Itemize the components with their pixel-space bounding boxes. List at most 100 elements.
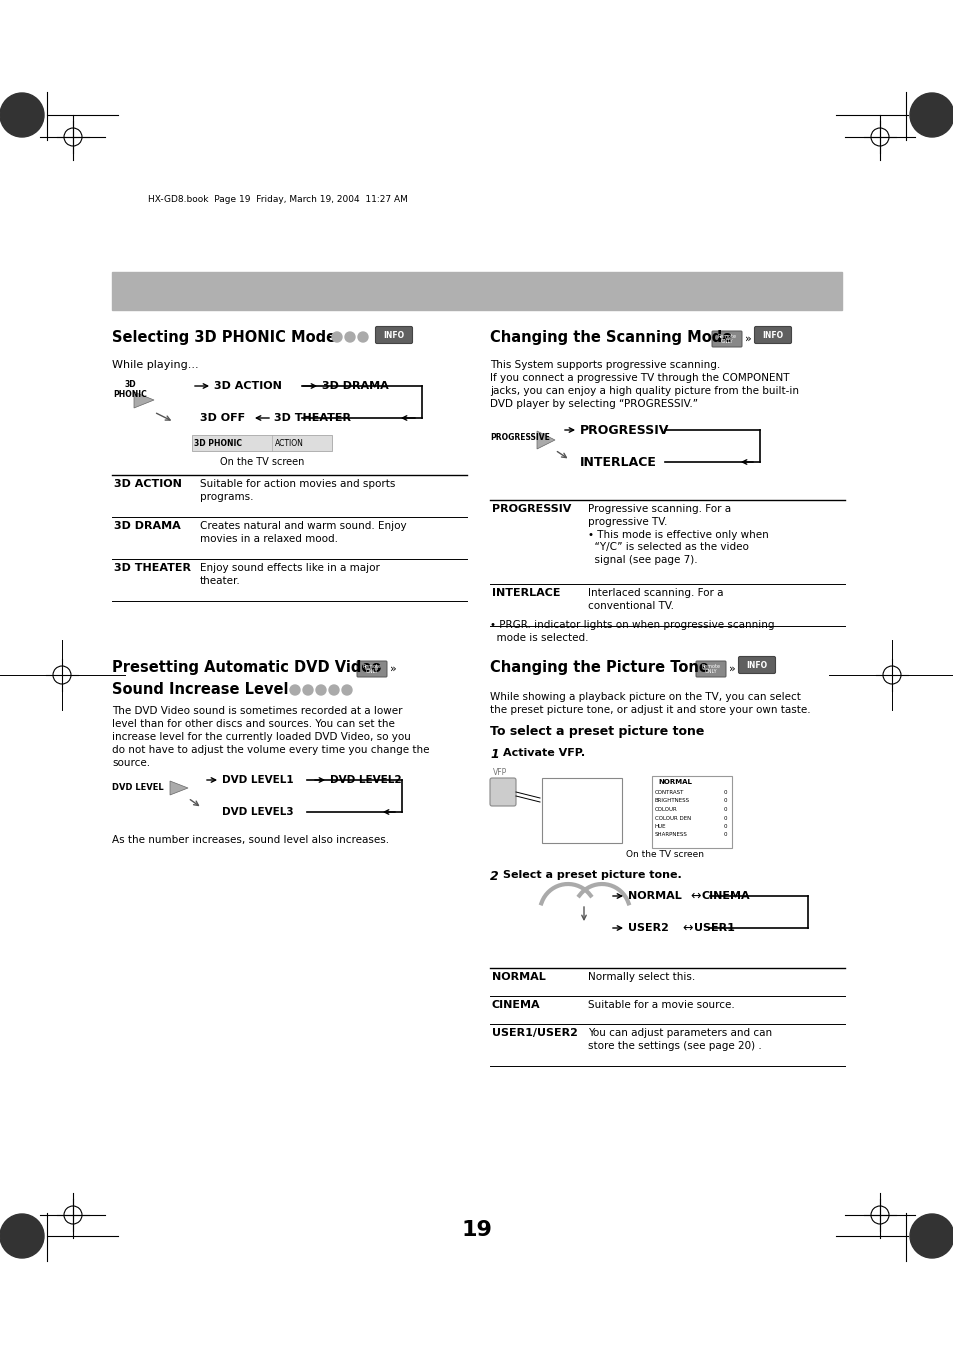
Text: INFO: INFO [761, 331, 782, 339]
Text: 0: 0 [722, 790, 726, 794]
FancyBboxPatch shape [490, 778, 516, 807]
Text: 0: 0 [722, 824, 726, 830]
Text: 2: 2 [490, 870, 498, 884]
Text: Creates natural and warm sound. Enjoy
movies in a relaxed mood.: Creates natural and warm sound. Enjoy mo… [200, 521, 406, 544]
Text: Remote
ONLY: Remote ONLY [362, 663, 381, 674]
Text: Interlaced scanning. For a
conventional TV.: Interlaced scanning. For a conventional … [587, 588, 722, 611]
Text: Suitable for action movies and sports
programs.: Suitable for action movies and sports pr… [200, 480, 395, 501]
Text: PROGRESSIV: PROGRESSIV [579, 423, 669, 436]
Circle shape [329, 685, 338, 694]
Text: »: » [728, 663, 735, 674]
Text: INFO: INFO [745, 661, 767, 670]
Text: Presetting Automatic DVD Video: Presetting Automatic DVD Video [112, 661, 381, 676]
Circle shape [341, 685, 352, 694]
Text: DVD LEVEL1: DVD LEVEL1 [222, 775, 294, 785]
Text: DVD LEVEL: DVD LEVEL [112, 784, 164, 793]
Bar [112, 272, 841, 309]
Bar [651, 775, 731, 848]
Text: COLOUR DEN: COLOUR DEN [655, 816, 691, 820]
Text: On the TV screen: On the TV screen [219, 457, 304, 467]
Text: Changing the Scanning Mode: Changing the Scanning Mode [490, 330, 732, 345]
FancyBboxPatch shape [375, 327, 412, 343]
Text: Remote
ONLY: Remote ONLY [700, 663, 720, 674]
Text: »: » [744, 334, 751, 345]
Text: While playing...: While playing... [112, 359, 198, 370]
Circle shape [303, 685, 313, 694]
Text: NORMAL: NORMAL [658, 780, 691, 785]
Text: SHARPNESS: SHARPNESS [655, 832, 687, 838]
Text: This System supports progressive scanning.
If you connect a progressive TV throu: This System supports progressive scannin… [490, 359, 799, 409]
Polygon shape [133, 392, 153, 408]
Circle shape [909, 1215, 953, 1258]
Text: Activate VFP.: Activate VFP. [502, 748, 584, 758]
Text: As the number increases, sound level also increases.: As the number increases, sound level als… [112, 835, 389, 844]
Text: 3D OFF: 3D OFF [200, 413, 245, 423]
Text: 0: 0 [722, 807, 726, 812]
Bar [541, 778, 621, 843]
Text: 3D
PHONIC: 3D PHONIC [113, 380, 147, 400]
Text: PROGRESSIV: PROGRESSIV [492, 504, 571, 513]
FancyBboxPatch shape [738, 657, 775, 674]
Circle shape [315, 685, 326, 694]
Text: INTERLACE: INTERLACE [579, 455, 657, 469]
Text: 0: 0 [722, 816, 726, 820]
Text: CINEMA: CINEMA [701, 892, 750, 901]
Polygon shape [170, 781, 188, 794]
Text: • PRGR. indicator lights on when progressive scanning
  mode is selected.: • PRGR. indicator lights on when progres… [490, 620, 774, 643]
Text: USER1: USER1 [693, 923, 734, 934]
Text: COLOUR: COLOUR [655, 807, 677, 812]
Circle shape [909, 93, 953, 136]
Bar [192, 435, 332, 451]
Text: VFP: VFP [493, 767, 507, 777]
Text: Suitable for a movie source.: Suitable for a movie source. [587, 1000, 734, 1011]
Circle shape [332, 332, 341, 342]
Text: INTERLACE: INTERLACE [492, 588, 560, 598]
Text: CINEMA: CINEMA [492, 1000, 540, 1011]
Text: DVD LEVEL3: DVD LEVEL3 [222, 807, 294, 817]
Text: 0: 0 [722, 832, 726, 838]
Text: PROGRESSIVE: PROGRESSIVE [490, 434, 549, 443]
Text: 3D ACTION: 3D ACTION [113, 480, 182, 489]
Text: ACTION: ACTION [274, 439, 304, 447]
Text: »: » [390, 663, 396, 674]
Circle shape [290, 685, 299, 694]
Text: NORMAL: NORMAL [627, 892, 681, 901]
Text: You can adjust parameters and can
store the settings (see page 20) .: You can adjust parameters and can store … [587, 1028, 771, 1051]
Text: Remote
ONLY: Remote ONLY [717, 334, 736, 345]
Text: DVD LEVEL2: DVD LEVEL2 [330, 775, 401, 785]
Text: On the TV screen: On the TV screen [625, 850, 703, 859]
Text: USER1/USER2: USER1/USER2 [492, 1028, 578, 1038]
Text: BRIGHTNESS: BRIGHTNESS [655, 798, 689, 804]
FancyBboxPatch shape [356, 661, 387, 677]
Circle shape [0, 93, 44, 136]
FancyBboxPatch shape [754, 327, 791, 343]
Circle shape [0, 1215, 44, 1258]
Text: ↔: ↔ [689, 889, 700, 902]
Text: Normally select this.: Normally select this. [587, 971, 695, 982]
Circle shape [345, 332, 355, 342]
Text: INFO: INFO [383, 331, 404, 339]
Text: To select a preset picture tone: To select a preset picture tone [490, 725, 703, 738]
Text: 3D DRAMA: 3D DRAMA [322, 381, 388, 390]
Text: 19: 19 [461, 1220, 492, 1240]
Text: 3D THEATER: 3D THEATER [113, 563, 191, 573]
Text: ↔: ↔ [681, 921, 692, 935]
Text: Selecting 3D PHONIC Mode: Selecting 3D PHONIC Mode [112, 330, 335, 345]
Text: 3D ACTION: 3D ACTION [213, 381, 281, 390]
Circle shape [357, 332, 368, 342]
Polygon shape [537, 431, 555, 449]
Text: 0: 0 [722, 798, 726, 804]
Text: Sound Increase Level: Sound Increase Level [112, 682, 288, 697]
FancyBboxPatch shape [696, 661, 725, 677]
Text: NORMAL: NORMAL [492, 971, 545, 982]
Text: 1: 1 [490, 748, 498, 761]
FancyBboxPatch shape [711, 331, 741, 347]
Text: HX-GD8.book  Page 19  Friday, March 19, 2004  11:27 AM: HX-GD8.book Page 19 Friday, March 19, 20… [148, 196, 408, 204]
Text: Progressive scanning. For a
progressive TV.
• This mode is effective only when
 : Progressive scanning. For a progressive … [587, 504, 768, 565]
Text: Enjoy sound effects like in a major
theater.: Enjoy sound effects like in a major thea… [200, 563, 379, 586]
Text: USER2: USER2 [627, 923, 668, 934]
Text: 3D THEATER: 3D THEATER [274, 413, 351, 423]
Text: Select a preset picture tone.: Select a preset picture tone. [502, 870, 681, 880]
Text: HUE: HUE [655, 824, 666, 830]
Text: 3D DRAMA: 3D DRAMA [113, 521, 180, 531]
